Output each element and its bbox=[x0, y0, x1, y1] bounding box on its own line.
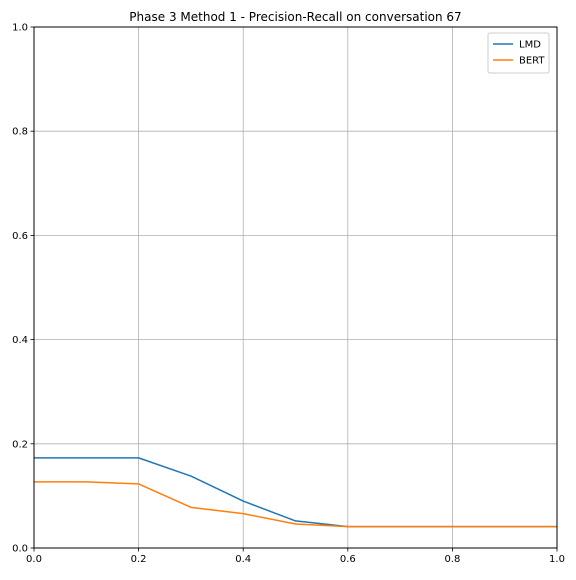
x-tick-label: 0.6 bbox=[340, 554, 356, 565]
x-tick-label: 1.0 bbox=[549, 554, 565, 565]
series-lines bbox=[34, 457, 557, 528]
plot-frame bbox=[33, 26, 558, 549]
axis-ticks: 0.0 0.2 0.4 0.6 0.8 1.0 0.0 0.2 0.4 0.6 0.8 1.0 bbox=[12, 23, 565, 566]
y-tick-label: 0.8 bbox=[12, 127, 28, 138]
y-tick-label: 0.0 bbox=[12, 544, 28, 555]
chart-title: Phase 3 Method 1 - Precision-Recall on c… bbox=[129, 10, 461, 24]
y-tick-label: 0.4 bbox=[12, 335, 28, 346]
legend-label: LMD bbox=[519, 40, 541, 51]
legend-box bbox=[487, 32, 550, 74]
legend: LMD BERT bbox=[487, 32, 550, 74]
y-tick-label: 1.0 bbox=[12, 23, 28, 34]
x-tick-label: 0.2 bbox=[131, 554, 147, 565]
x-tick-label: 0.0 bbox=[26, 554, 42, 565]
series-line-bert bbox=[34, 481, 557, 528]
y-tick-label: 0.2 bbox=[12, 439, 28, 450]
y-tick-label: 0.6 bbox=[12, 231, 28, 242]
x-tick-label: 0.4 bbox=[235, 554, 251, 565]
x-tick-label: 0.8 bbox=[444, 554, 460, 565]
legend-label: BERT bbox=[519, 56, 545, 67]
